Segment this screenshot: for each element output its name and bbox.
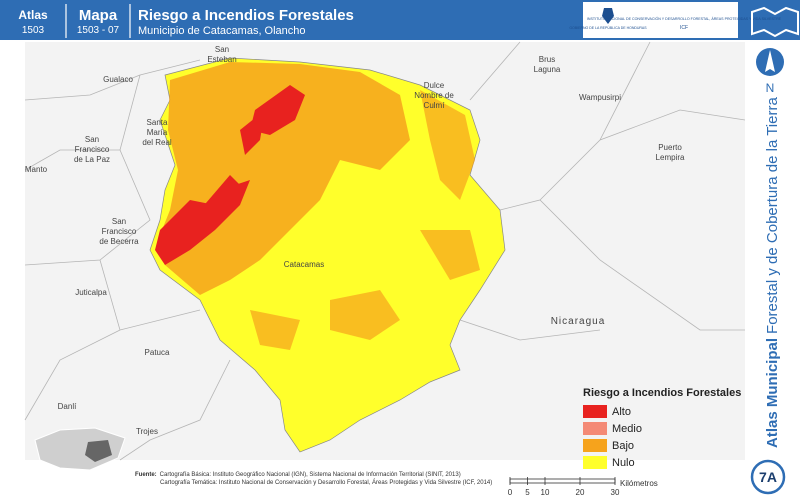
badge-circle	[750, 459, 786, 495]
place-line: María	[147, 128, 168, 137]
legend-swatch	[583, 422, 607, 435]
place-line: San	[215, 45, 229, 54]
place-label: Catacamas	[284, 260, 324, 269]
legend-label: Medio	[612, 423, 642, 435]
inset-country	[34, 427, 126, 471]
side-title-rest: Forestal y de Cobertura de la Tierra	[764, 97, 781, 334]
scale-tick-label: 0	[508, 488, 513, 497]
place-line: Brus	[539, 55, 555, 64]
place-label: Manto	[25, 165, 48, 174]
source: Fuente: Cartografía Básica: Instituto Geo…	[135, 472, 461, 478]
legend-swatch	[583, 456, 607, 469]
source-line: Cartografía Temática: Instituto Nacional…	[160, 479, 492, 486]
scale-tick-label: 20	[576, 488, 585, 497]
source-label: Fuente:	[135, 472, 157, 478]
legend-label: Alto	[612, 406, 631, 418]
place-line: San	[112, 217, 126, 226]
place-label: Santa María del Real	[142, 118, 172, 147]
place-label: Puerto Lempira	[656, 143, 685, 162]
place-label: Patuca	[145, 348, 170, 357]
scale-tick-label: 5	[525, 488, 530, 497]
source-line: Cartografía Básica: Instituto Geográfico…	[160, 472, 461, 478]
bajo-area	[158, 62, 410, 295]
place-line: Patuca	[145, 348, 170, 357]
place-line: Dulce	[424, 81, 445, 90]
place-line: Catacamas	[284, 260, 324, 269]
badge: 7A	[759, 469, 777, 485]
book-icon	[751, 6, 799, 38]
north-arrow	[765, 50, 775, 72]
logo-institute: INSTITUTO NACIONAL DE CONSERVACIÓN Y DES…	[587, 16, 782, 21]
place-line: Danlí	[58, 402, 77, 411]
place-line: Trojes	[136, 427, 158, 436]
place-line: Lempira	[656, 153, 685, 162]
place-line: Gualaco	[103, 75, 133, 84]
place-line: Manto	[25, 165, 48, 174]
place-label: Danlí	[58, 402, 77, 411]
place-line: Wampusirpi	[579, 93, 621, 102]
place-label: Gualaco	[103, 75, 133, 84]
scale-tick-label: 10	[541, 488, 550, 497]
place-label: Trojes	[136, 427, 158, 436]
place-line: Nicaragua	[551, 316, 606, 327]
legend-label: Bajo	[612, 440, 634, 452]
scale-tick-label: 30	[611, 488, 620, 497]
place-label: Juticalpa	[75, 288, 107, 297]
place-line: Esteban	[207, 55, 236, 64]
logo-government: GOBIERNO DE LA REPÚBLICA DE HONDURAS	[569, 26, 647, 30]
map-number: 1503 - 07	[77, 25, 120, 36]
inset-highlight	[85, 440, 112, 462]
place-line: Santa	[147, 118, 168, 127]
legend-swatch	[583, 439, 607, 452]
place-line: San	[85, 135, 99, 144]
place-label: Dulce Nombre de Culmí	[414, 81, 454, 110]
atlas-number: 1503	[22, 25, 45, 36]
side-title-bold: Atlas Municipal	[764, 338, 781, 448]
place-label: San Esteban	[207, 45, 236, 64]
title: Riesgo a Incendios Forestales	[138, 7, 354, 24]
place-line: del Real	[142, 138, 172, 147]
place-line: de Becerra	[99, 237, 139, 246]
place-line: Culmí	[424, 101, 446, 110]
place-label: Nicaragua	[551, 316, 606, 327]
place-label: San Francisco de Becerra	[99, 217, 139, 246]
boundary-lines	[24, 41, 746, 461]
side-title: Atlas Municipal Forestal y de Cobertura d…	[764, 97, 781, 448]
place-line: Francisco	[102, 227, 137, 236]
legend-title: Riesgo a Incendios Forestales	[583, 387, 741, 399]
place-line: Francisco	[75, 145, 110, 154]
legend: Alto Medio Bajo Nulo	[583, 405, 642, 469]
bajo-area	[250, 90, 480, 350]
place-line: de La Paz	[74, 155, 110, 164]
alto-area	[155, 85, 305, 265]
north-label: N	[766, 81, 775, 95]
place-line: Nombre de	[414, 91, 454, 100]
place-label: Wampusirpi	[579, 93, 621, 102]
legend-swatch	[583, 405, 607, 418]
map-label: Mapa	[79, 7, 118, 24]
place-line: Laguna	[534, 65, 561, 74]
map: San Esteban Gualaco Dulce Nombre de Culmí B…	[24, 41, 746, 471]
place-label: San Francisco de La Paz	[74, 135, 110, 164]
atlas-label: Atlas	[18, 8, 48, 22]
scale-unit: Kilómetros	[620, 479, 658, 488]
place-line: Puerto	[658, 143, 682, 152]
legend-label: Nulo	[612, 457, 635, 469]
place-label: Brus Laguna	[534, 55, 561, 74]
logo-emblem	[602, 8, 614, 24]
logo-institute-short: ICF	[680, 25, 688, 31]
subtitle: Municipio de Catacamas, Olancho	[138, 25, 306, 37]
place-line: Juticalpa	[75, 288, 107, 297]
